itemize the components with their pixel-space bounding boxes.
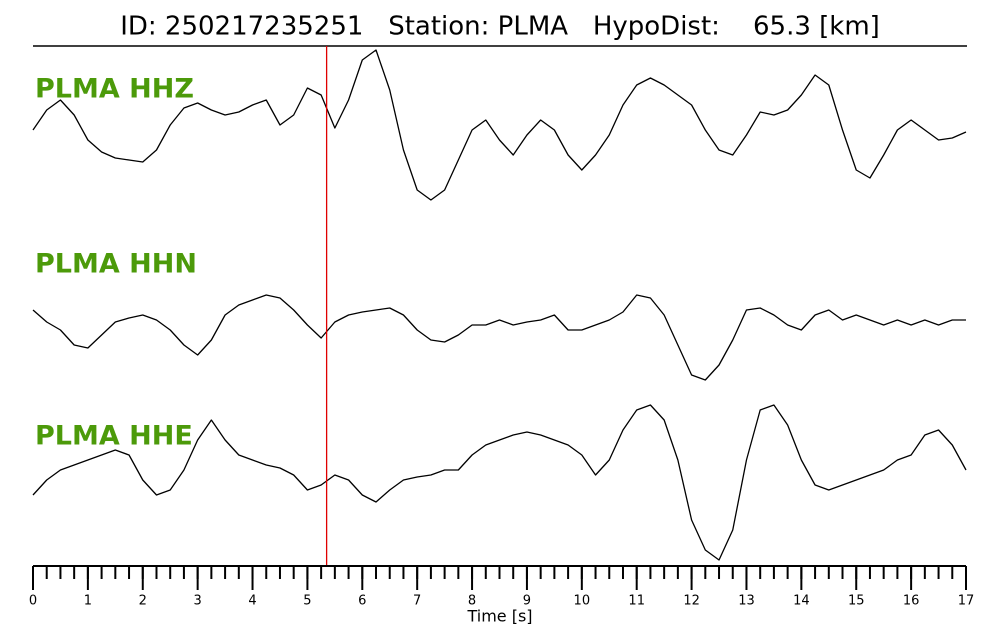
waveform-trace — [32, 294, 966, 381]
x-axis-label: Time [s] — [466, 607, 532, 626]
x-tick-label: 14 — [793, 594, 810, 609]
x-tick-label: 12 — [683, 594, 700, 609]
x-tick-label: 5 — [303, 594, 311, 609]
x-tick-label: 17 — [958, 594, 975, 609]
trace-label: PLMA HHN — [35, 249, 197, 280]
x-tick-label: 10 — [574, 594, 591, 609]
x-tick-label: 1 — [84, 594, 92, 609]
x-tick-label: 2 — [139, 594, 147, 609]
x-tick-label: 16 — [903, 594, 920, 609]
x-tick-label: 11 — [628, 594, 645, 609]
x-tick-label: 7 — [413, 594, 421, 609]
x-tick-label: 0 — [29, 594, 37, 609]
x-tick-label: 6 — [358, 594, 366, 609]
trace-label: PLMA HHE — [35, 421, 193, 452]
x-tick-label: 4 — [248, 594, 256, 609]
chart-title: ID: 250217235251 Station: PLMA HypoDist:… — [120, 12, 880, 42]
waveform-trace — [32, 49, 967, 201]
x-tick-label: 8 — [468, 594, 476, 609]
x-tick-label: 15 — [848, 594, 865, 609]
waveform-trace — [32, 404, 967, 561]
x-tick-label: 3 — [194, 594, 202, 609]
x-tick-label: 9 — [523, 594, 531, 609]
trace-label: PLMA HHZ — [35, 74, 194, 105]
x-tick-label: 13 — [738, 594, 755, 609]
